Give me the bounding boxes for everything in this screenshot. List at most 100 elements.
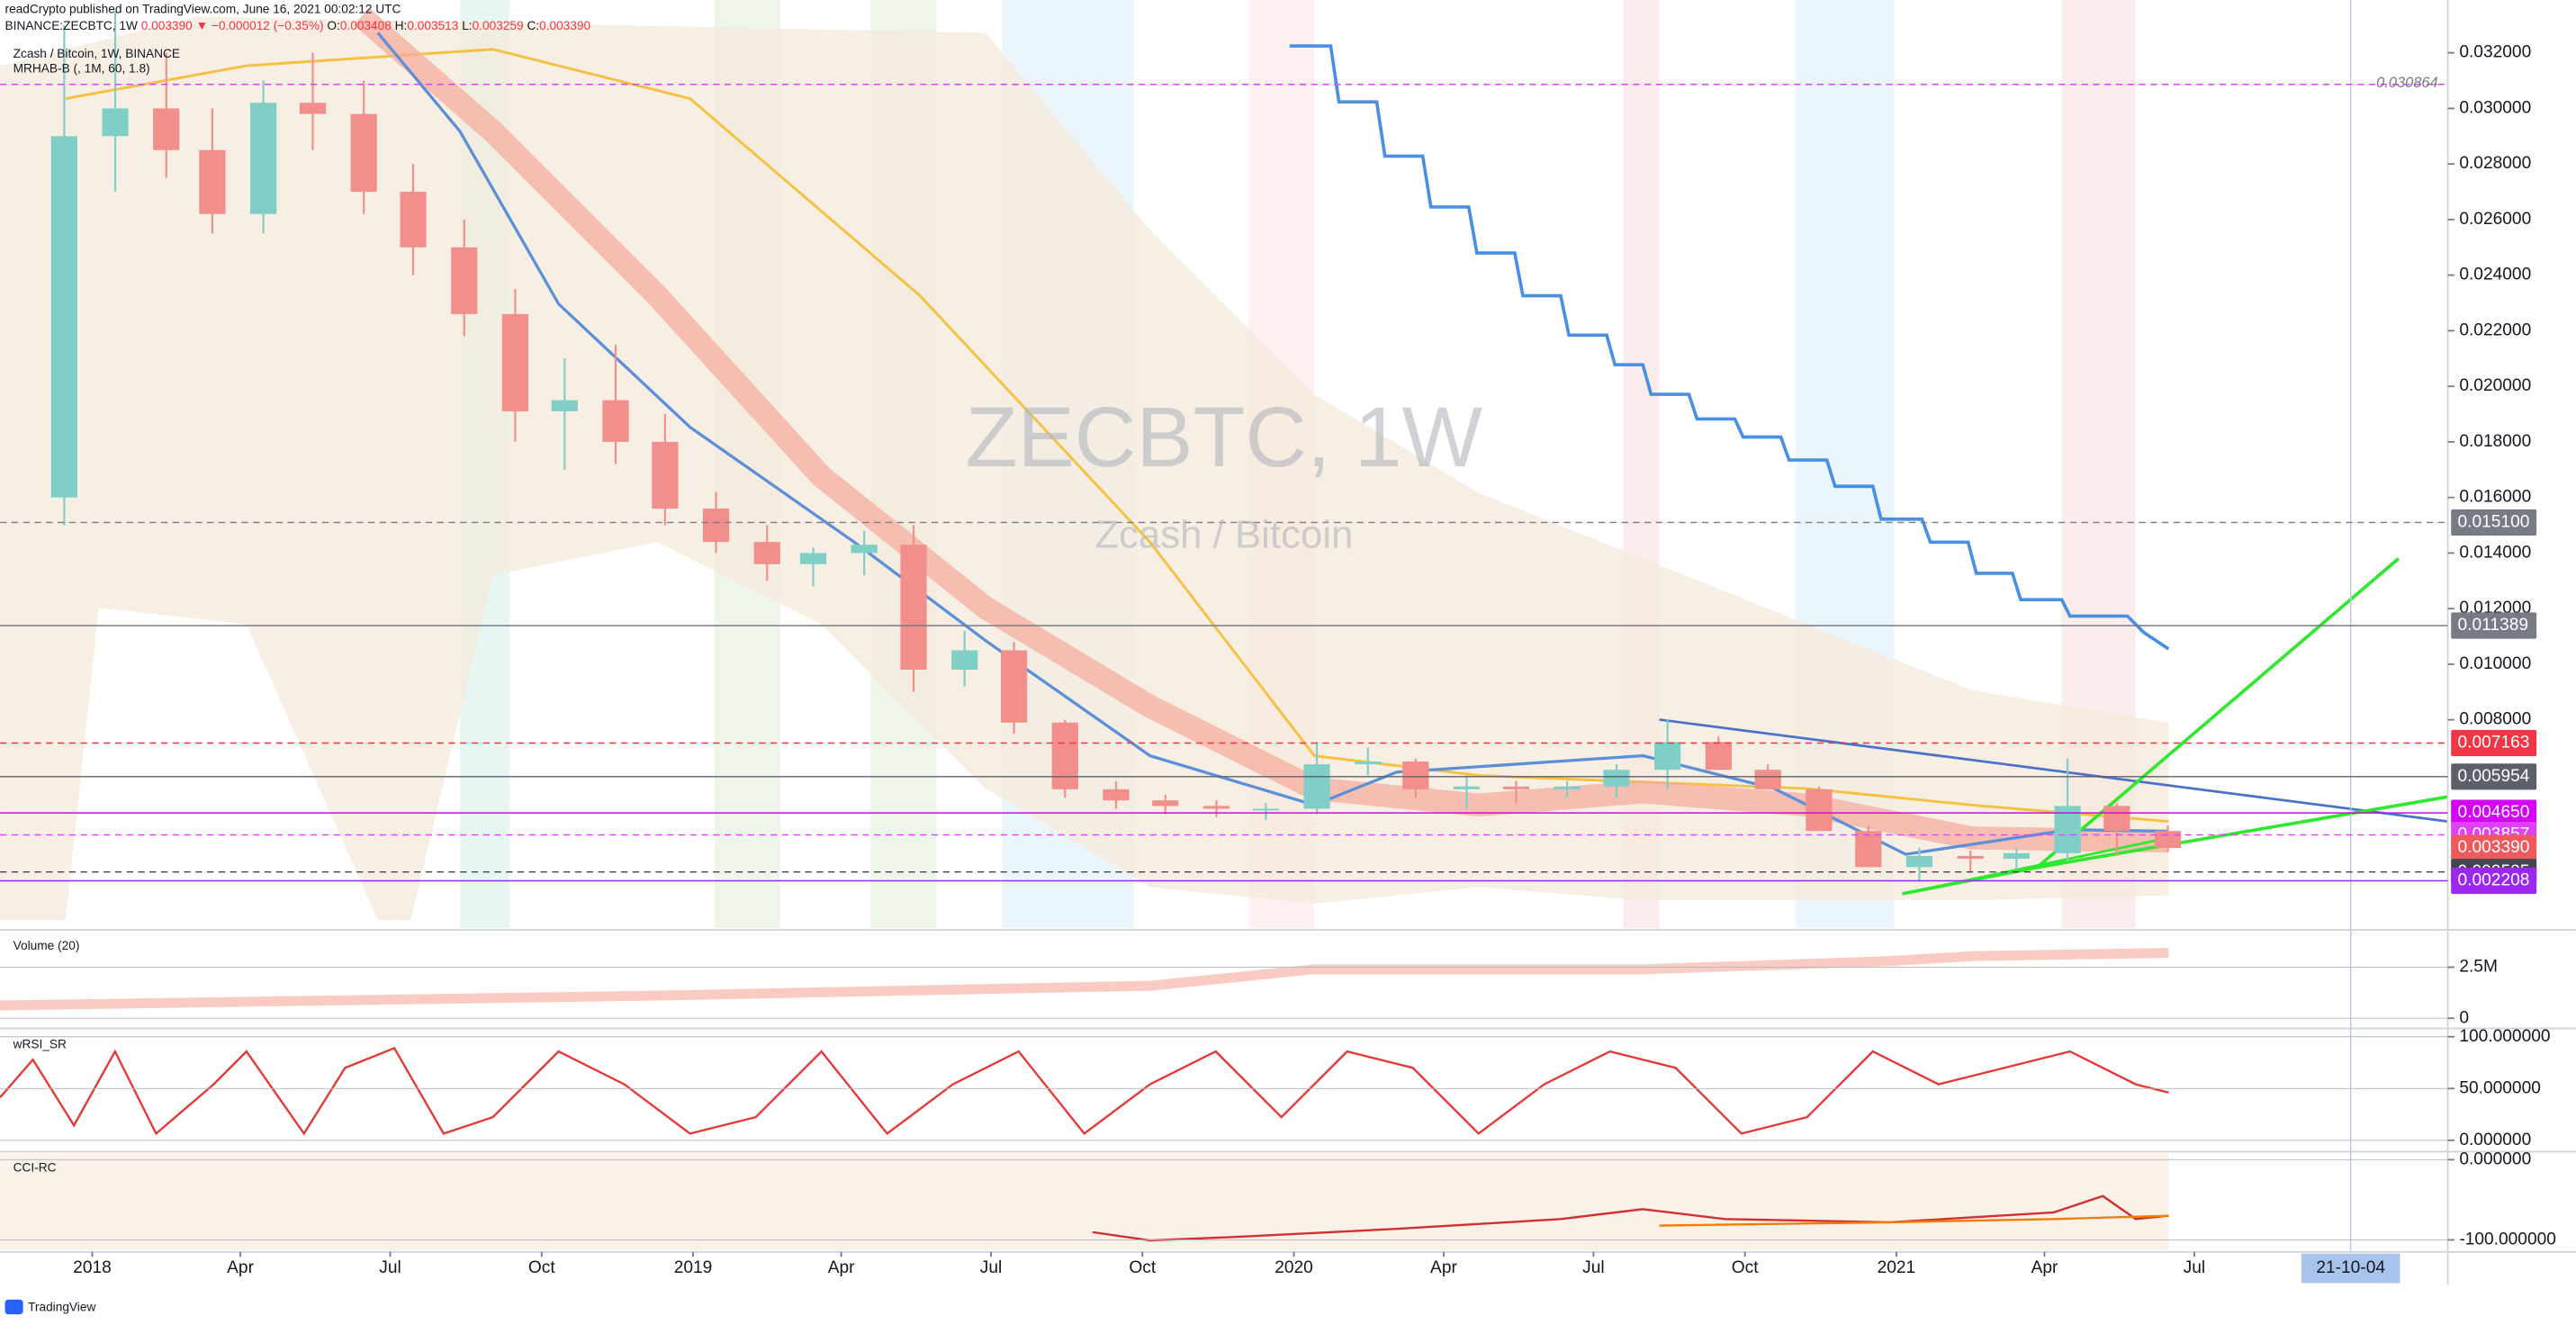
candle-body: [102, 108, 129, 137]
symbol: BINANCE:ZECBTC, 1W: [5, 19, 138, 32]
x-tick-label: Oct: [1129, 1258, 1156, 1277]
ohlc-value: 0.003390: [539, 19, 590, 32]
candle-body: [702, 509, 730, 543]
candle-body: [851, 545, 878, 554]
ohlc-label: H:: [395, 19, 408, 32]
y-tick-label: 0.010000: [2459, 654, 2531, 673]
price-label-box: [2451, 763, 2537, 790]
cci-signal: [1659, 1214, 2169, 1227]
trend-line: [2036, 795, 2448, 870]
moving-average: [65, 48, 2169, 824]
step-line: [1289, 44, 2170, 651]
x-tick-label: Apr: [2031, 1258, 2058, 1277]
ohlc-label: C:: [527, 19, 539, 32]
panel-tick-label: 100.000000: [2459, 1027, 2550, 1046]
price-label: 0.007163: [2458, 734, 2530, 753]
series-title: Zcash / Bitcoin, 1W, BINANCE: [14, 47, 180, 60]
y-tick-label: 0.026000: [2459, 210, 2531, 229]
candle-body: [2155, 831, 2182, 848]
crosshair-box: [2301, 1253, 2400, 1284]
candle-body: [1402, 761, 1429, 789]
indicator-title: MRHAB-B (, 1M, 60, 1.8): [14, 61, 150, 75]
ohlc-label: O:: [327, 19, 339, 32]
candle-body: [50, 136, 77, 498]
publisher: readCrypto published on TradingView.com,…: [5, 3, 401, 16]
panel-tick-label: 0: [2459, 1008, 2469, 1027]
y-tick-label: 0.014000: [2459, 543, 2531, 562]
price: 0.003390: [141, 19, 193, 32]
candle-body: [1453, 786, 1481, 789]
panel-tick-label: -100.000000: [2459, 1230, 2556, 1248]
logo: [5, 1299, 23, 1315]
ohlc-value: 0.003408: [340, 19, 392, 32]
candle-body: [753, 542, 780, 564]
y-tick-label: 0.020000: [2459, 376, 2531, 395]
candle-body: [153, 108, 180, 150]
marks: 0.032000 0.030000 0.028000 0.026000 0.024000…: [0, 0, 2556, 1284]
y-tick-label: 0.008000: [2459, 710, 2531, 729]
candle-body: [1303, 764, 1330, 809]
candle-body: [350, 113, 377, 193]
x-tick-label: Jul: [379, 1258, 401, 1277]
x-tick-label: 2019: [674, 1258, 713, 1277]
candle-body: [2054, 806, 2081, 853]
candle-body: [1705, 742, 1732, 771]
x-tick-label: 2018: [73, 1258, 112, 1277]
price-label-box: [2451, 509, 2537, 536]
x-tick-label: Jul: [980, 1258, 1003, 1277]
x-tick-label: Apr: [828, 1258, 855, 1277]
change: ▼ −0.000012 (−0.35%): [196, 19, 324, 32]
candle-body: [451, 247, 478, 314]
candle-body: [1554, 786, 1581, 789]
candle-body: [400, 192, 427, 248]
ribbon: [354, 7, 2169, 853]
price-label-box: [2451, 612, 2537, 639]
panel-tick-label: 0.000000: [2459, 1131, 2531, 1149]
candle-body: [1957, 855, 1984, 860]
candle-body: [501, 313, 529, 411]
watermark-title: ZECBTC, 1W: [965, 390, 1482, 485]
candle-body: [1905, 855, 1933, 868]
candle-body: [551, 400, 578, 411]
trend-curve: [376, 32, 2169, 856]
panel-title: Volume (20): [14, 939, 80, 952]
ohlc-value: 0.003259: [473, 19, 524, 32]
panel-title: wRSI_SR: [13, 1037, 67, 1050]
y-tick-label: 0.022000: [2459, 320, 2531, 339]
candle-body: [1152, 800, 1179, 807]
candle-body: [199, 149, 226, 214]
cci-band: [0, 1153, 2169, 1250]
footer: TradingView: [28, 1300, 95, 1313]
candle-body: [1806, 789, 1833, 832]
trend-line: [1659, 718, 2448, 823]
candle-body: [602, 400, 629, 442]
price-label: 0.003390: [2458, 838, 2530, 857]
panel-tick-label: 50.000000: [2459, 1078, 2541, 1097]
ohlc-value: 0.003513: [407, 19, 458, 32]
watermark-subtitle: Zcash / Bitcoin: [1094, 512, 1353, 556]
price-label: 0.005954: [2458, 767, 2530, 786]
candle-body: [799, 553, 827, 564]
price-label: 0.004650: [2458, 803, 2530, 822]
crosshair-label: 21-10-04: [2316, 1258, 2385, 1277]
candle-body: [1051, 722, 1078, 789]
panel-tick-label: 2.5M: [2459, 958, 2498, 977]
x-tick-label: 2021: [1878, 1258, 1916, 1277]
panel-title: CCI-RC: [14, 1160, 57, 1174]
price-label-box: [2451, 867, 2537, 895]
y-tick-label: 0.018000: [2459, 432, 2531, 451]
candle-body: [1000, 650, 1028, 723]
candle-body: [2103, 806, 2130, 832]
price-line-label: 0.030864: [2376, 75, 2437, 91]
candle-body: [1855, 831, 1882, 868]
candle-body: [1103, 789, 1130, 801]
y-tick-label: 0.032000: [2459, 43, 2531, 62]
price-label: 0.015100: [2458, 513, 2530, 532]
cci-line: [1092, 1194, 2169, 1242]
y-tick-label: 0.028000: [2459, 154, 2531, 173]
candle-body: [2003, 852, 2030, 860]
candle-body: [900, 545, 927, 671]
candle-body: [1603, 770, 1630, 787]
oscillator: [0, 1046, 2169, 1136]
